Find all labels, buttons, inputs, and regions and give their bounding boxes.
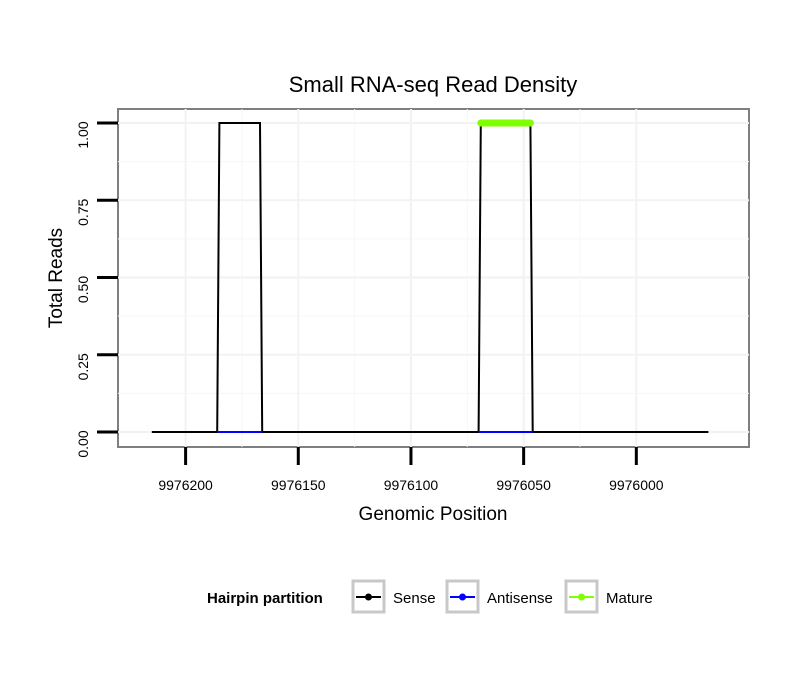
legend-dot-antisense xyxy=(459,593,466,601)
x-tick-label: 9976100 xyxy=(384,477,439,493)
y-tick-label: 0.75 xyxy=(75,198,91,225)
legend-label-mature: Mature xyxy=(606,590,653,607)
axes-layer: 0.00 0.25 0.50 0.75 1.00 9976200 9976150 997610… xyxy=(75,121,664,493)
y-tick-label: 0.50 xyxy=(75,276,91,303)
y-axis-title: Total Reads xyxy=(46,228,67,328)
y-tick-label: 1.00 xyxy=(75,121,91,148)
legend-dot-mature xyxy=(578,593,585,601)
series-layer xyxy=(151,119,709,433)
legend-label-antisense: Antisense xyxy=(487,590,553,607)
legend-title: Hairpin partition xyxy=(207,590,323,607)
x-tick-label: 9976000 xyxy=(609,477,664,493)
x-tick-label: 9976150 xyxy=(271,477,326,493)
x-tick-label: 9976200 xyxy=(158,477,213,493)
legend-dot-sense xyxy=(365,593,372,601)
legend-label-sense: Sense xyxy=(393,590,436,607)
legend: Hairpin partition Sense Antisense Mature xyxy=(207,579,653,614)
x-axis-title: Genomic Position xyxy=(359,504,508,525)
chart-title: Small RNA-seq Read Density xyxy=(289,72,578,97)
y-tick-label: 0.25 xyxy=(75,353,91,380)
series-line-sense xyxy=(151,122,709,433)
y-tick-label: 0.00 xyxy=(75,430,91,457)
x-tick-label: 9976050 xyxy=(496,477,551,493)
